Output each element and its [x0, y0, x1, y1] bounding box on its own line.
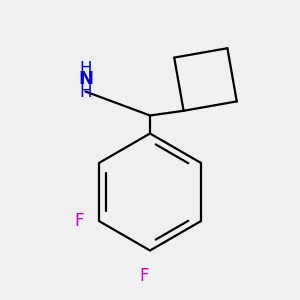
Text: F: F	[75, 212, 84, 230]
Text: N: N	[78, 70, 93, 88]
Text: H: H	[79, 60, 92, 78]
Text: F: F	[139, 267, 149, 285]
Text: H: H	[79, 82, 92, 100]
